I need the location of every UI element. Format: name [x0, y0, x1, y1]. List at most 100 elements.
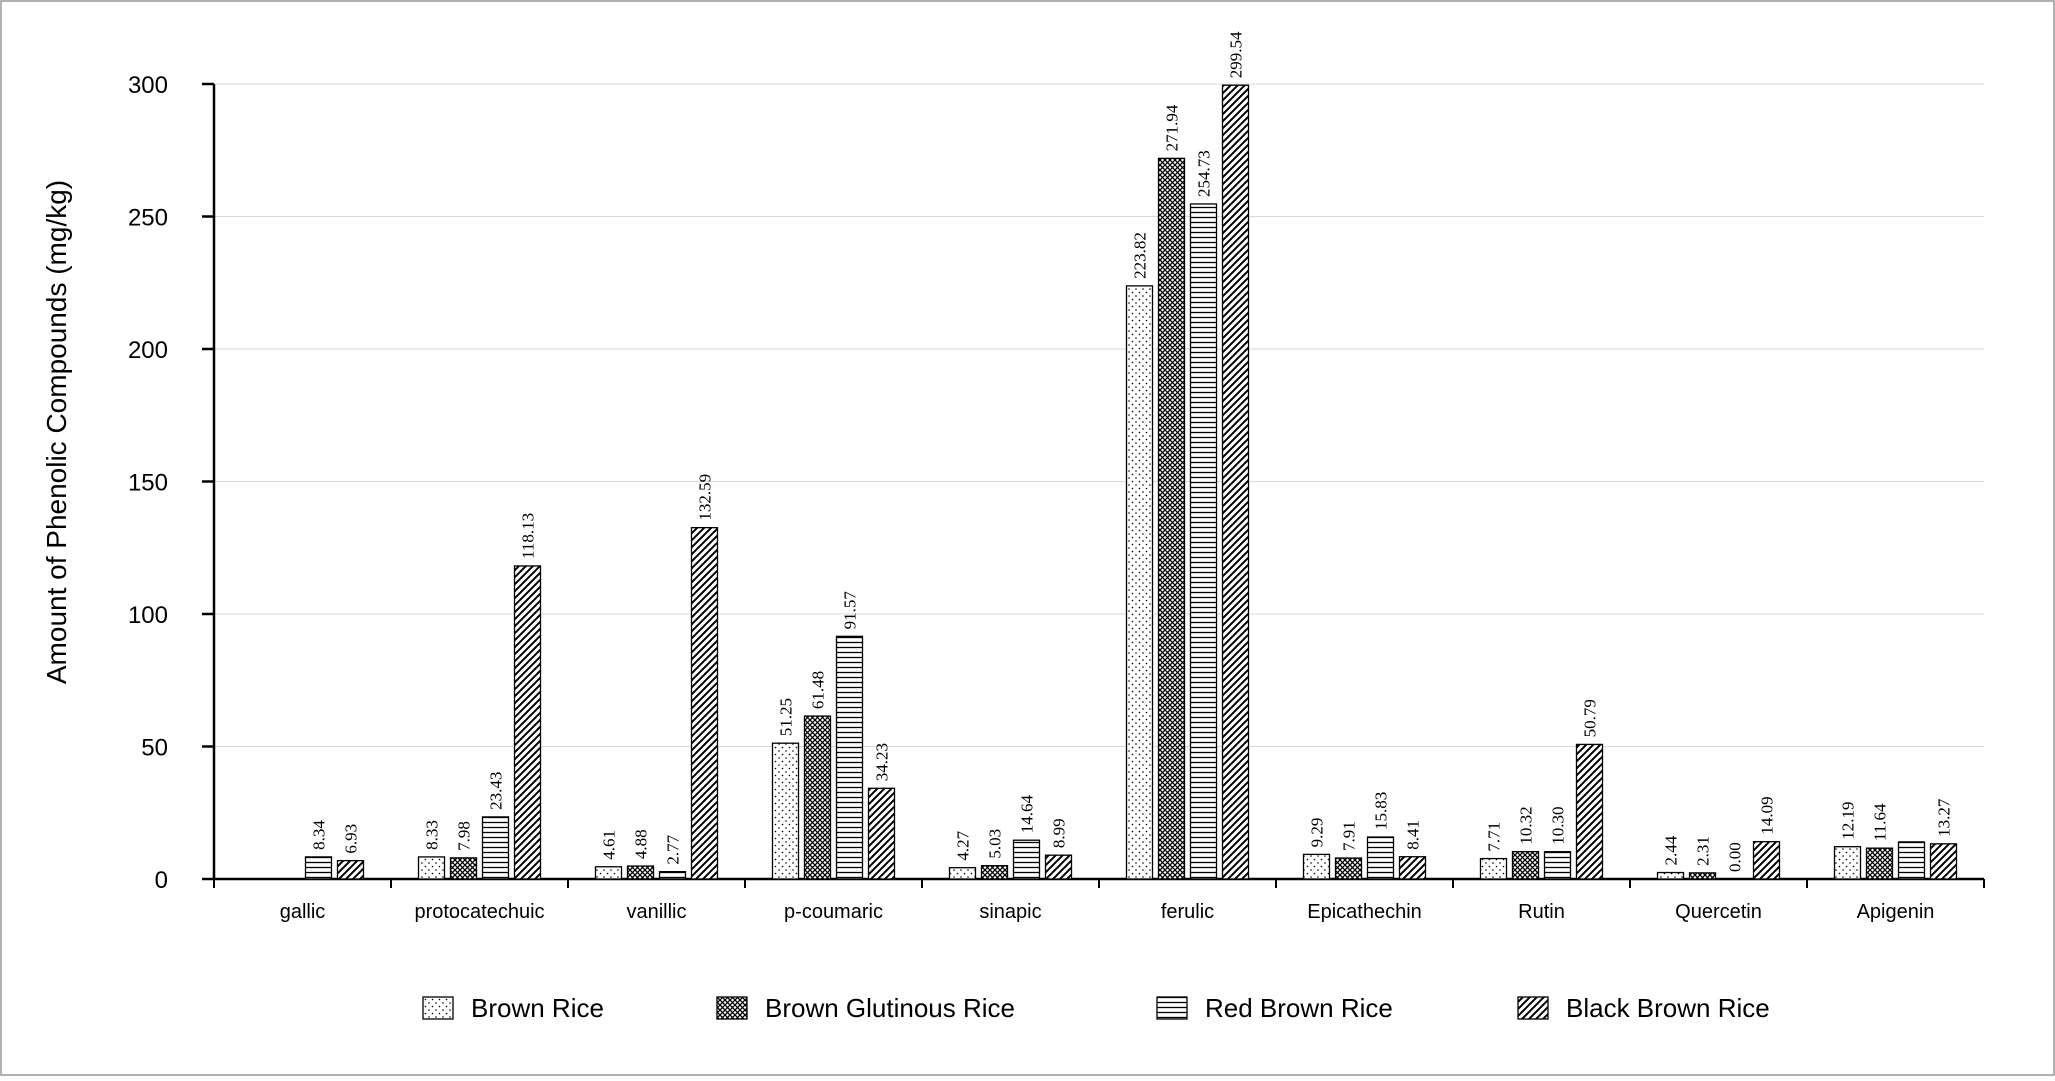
value-label: 23.43 — [487, 772, 506, 810]
x-tick-label: Quercetin — [1675, 901, 1762, 923]
bar — [771, 742, 800, 880]
legend-label: Brown Glutinous Rice — [765, 993, 1015, 1023]
legend-label: Brown Rice — [471, 993, 604, 1023]
x-tick-label: p-coumaric — [784, 901, 883, 923]
x-tick-label: gallic — [280, 901, 326, 923]
y-axis-label: Amount of Phenolic Compounds (mg/kg) — [41, 180, 72, 684]
x-tick-label: Apigenin — [1857, 901, 1935, 923]
bar — [1656, 871, 1685, 880]
y-tick-label: 250 — [128, 205, 168, 232]
value-label: 8.99 — [1050, 818, 1069, 848]
value-label: 9.29 — [1308, 818, 1327, 848]
value-label: 61.48 — [809, 671, 828, 709]
value-label: 299.54 — [1227, 31, 1246, 78]
y-tick-label: 100 — [128, 602, 168, 629]
bar — [1398, 856, 1427, 880]
value-label: 132.59 — [696, 474, 715, 521]
bar — [835, 635, 864, 880]
bar — [1221, 84, 1250, 880]
value-label: 7.91 — [1340, 821, 1359, 851]
bar — [1479, 857, 1508, 880]
legend-swatch — [422, 996, 454, 1020]
bar — [690, 526, 719, 880]
y-tick-label: 0 — [155, 867, 168, 894]
value-label: 50.79 — [1581, 699, 1600, 737]
bar — [336, 859, 365, 880]
value-label: 2.77 — [664, 834, 683, 864]
value-label: 14.09 — [1758, 796, 1777, 834]
y-tick-label: 200 — [128, 337, 168, 364]
bar — [481, 816, 510, 880]
bar — [1302, 853, 1331, 880]
value-label: 4.88 — [632, 829, 651, 859]
value-label: 4.27 — [954, 830, 973, 860]
bar — [304, 856, 333, 880]
bar — [1012, 839, 1041, 880]
bar — [417, 856, 446, 880]
value-label: 0.00 — [1726, 842, 1745, 872]
value-label: 91.57 — [841, 591, 860, 630]
value-label: 254.73 — [1195, 150, 1214, 197]
x-tick-label: protocatechuic — [414, 901, 544, 923]
value-label: 6.93 — [342, 824, 361, 854]
value-label: 8.34 — [310, 820, 329, 850]
value-label: 10.30 — [1549, 806, 1568, 844]
bar — [1833, 846, 1862, 880]
value-label: 223.82 — [1131, 232, 1150, 279]
x-tick-label: sinapic — [979, 901, 1041, 923]
legend-label: Red Brown Rice — [1205, 993, 1393, 1023]
bar — [1044, 854, 1073, 880]
legend-swatch — [1156, 996, 1188, 1020]
bar — [1897, 841, 1926, 880]
value-label: 8.33 — [423, 820, 442, 850]
value-label: 11.64 — [1871, 803, 1890, 841]
value-label: 34.23 — [873, 743, 892, 781]
value-label: 7.98 — [455, 821, 474, 851]
bar — [867, 787, 896, 880]
value-label: 10.32 — [1517, 806, 1536, 844]
legend-swatch — [716, 996, 748, 1020]
value-label: 4.61 — [600, 830, 619, 860]
bar — [1688, 872, 1717, 880]
bar — [1865, 847, 1894, 880]
bar — [948, 867, 977, 880]
bar — [658, 871, 687, 880]
bar — [1511, 851, 1540, 880]
value-label: 271.94 — [1163, 104, 1182, 151]
value-label: 118.13 — [519, 513, 538, 559]
bar — [449, 857, 478, 880]
value-label: 8.41 — [1404, 820, 1423, 850]
bar — [1366, 836, 1395, 880]
x-tick-label: ferulic — [1161, 901, 1214, 923]
bar — [1189, 203, 1218, 880]
bar — [594, 866, 623, 880]
bar — [1334, 857, 1363, 880]
value-label: 7.71 — [1485, 822, 1504, 852]
bar — [1929, 843, 1958, 880]
bar — [803, 715, 832, 880]
bar — [1752, 841, 1781, 880]
y-tick-label: 300 — [128, 72, 168, 99]
y-tick-label: 150 — [128, 470, 168, 497]
value-label: 14.64 — [1018, 794, 1037, 833]
x-tick-label: vanillic — [626, 901, 686, 923]
value-label: 15.83 — [1372, 792, 1391, 830]
x-tick-label: Epicathechin — [1307, 901, 1422, 923]
y-tick-label: 50 — [141, 735, 168, 762]
bar — [513, 565, 542, 880]
value-label: 13.27 — [1935, 798, 1954, 837]
bar — [626, 865, 655, 880]
bar — [1125, 285, 1154, 880]
bar — [1575, 743, 1604, 880]
legend-swatch — [1517, 996, 1549, 1020]
bar — [1157, 157, 1186, 880]
value-label: 2.31 — [1694, 836, 1713, 866]
x-tick-label: Rutin — [1518, 901, 1565, 923]
value-label: 12.19 — [1839, 801, 1858, 839]
bar — [980, 865, 1009, 880]
value-label: 5.03 — [986, 829, 1005, 859]
bar — [1543, 851, 1572, 880]
